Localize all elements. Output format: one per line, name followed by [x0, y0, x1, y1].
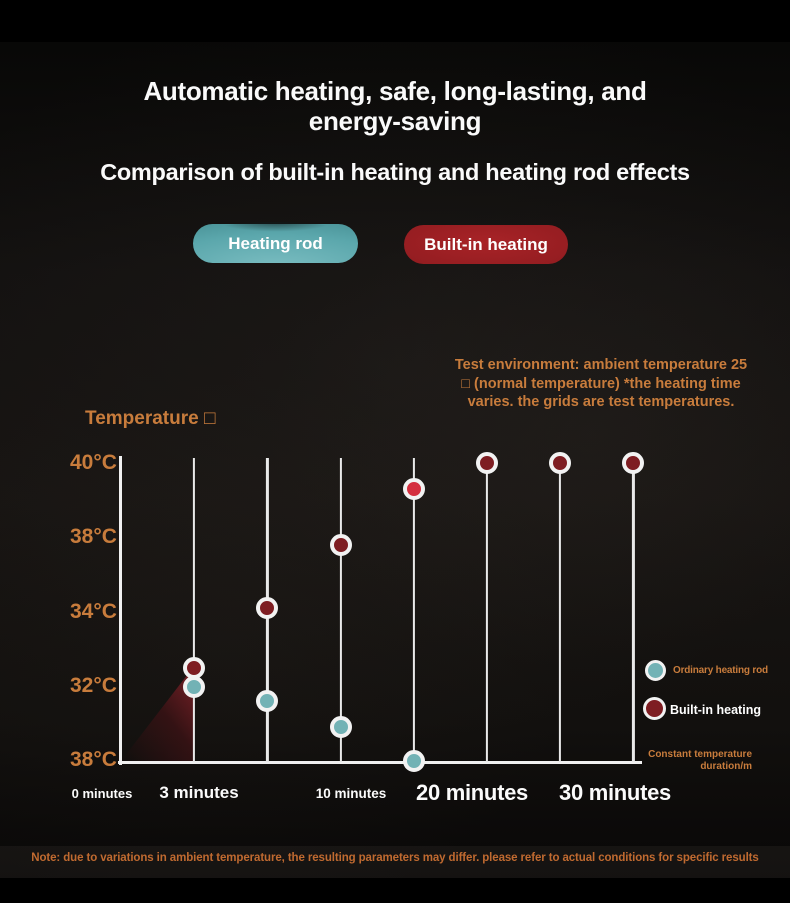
y-axis-line [119, 456, 122, 765]
gridline-20min [485, 458, 489, 762]
note-strip [0, 846, 790, 878]
y-axis-title: Temperature □ [85, 408, 216, 429]
built-in-heating-button-label: Built-in heating [424, 234, 548, 254]
x-tick-3min: 3 minutes [159, 783, 239, 802]
page-title-line1: Automatic heating, safe, long-lasting, a… [143, 76, 647, 106]
data-point-built-in-heating-3min [183, 656, 206, 679]
bottom-black-band [0, 878, 790, 903]
legend-dot-ordinary-heating-rod [645, 660, 666, 681]
x-axis-title-line1: Constant temperature [648, 749, 752, 760]
gridline-25min [559, 458, 562, 762]
x-axis-title: Constant temperature duration/m [614, 749, 752, 772]
data-point-built-in-heating-20min [476, 452, 498, 474]
y-tick-32: 32°C [70, 674, 117, 697]
gridline-30min [632, 458, 635, 762]
data-point-built-in-heating-30min [622, 452, 645, 474]
data-point-built-in-heating-5min [256, 597, 279, 620]
legend-label-built-in-heating: Built-in heating [670, 703, 761, 717]
data-point-ordinary-heating-rod-10min [329, 716, 352, 739]
x-tick-0min: 0 minutes [71, 786, 133, 801]
gridline-10min [339, 458, 342, 762]
page-title-line2: energy-saving [308, 106, 482, 136]
data-point-ordinary-heating-rod-15min [402, 750, 425, 772]
x-axis-title-line2: duration/m [700, 760, 752, 772]
legend-dot-built-in-heating [643, 697, 666, 720]
y-tick-38: 38°C [70, 525, 117, 548]
data-point-built-in-heating-10min [329, 533, 352, 556]
built-in-heating-button[interactable]: Built-in heating [404, 225, 568, 264]
test-environment-annotation: Test environment: ambient temperature 25… [454, 357, 748, 410]
x-tick-20min: 20 minutes [416, 780, 528, 805]
heating-rod-button[interactable]: Heating rod [193, 222, 358, 263]
page-subtitle: Comparison of built-in heating and heati… [100, 159, 690, 185]
x-tick-10min: 10 minutes [315, 786, 387, 801]
y-tick-40: 40°C [70, 451, 117, 474]
footer-note: Note: due to variations in ambient tempe… [31, 852, 759, 864]
data-point-built-in-heating-25min [549, 452, 572, 474]
top-black-band [0, 0, 790, 42]
page-title: Automatic heating, safe, long-lasting, a… [0, 76, 790, 136]
y-tick-34: 34°C [70, 600, 117, 623]
heating-rod-button-label: Heating rod [228, 233, 323, 253]
x-axis-line [118, 761, 642, 764]
legend-label-ordinary-heating-rod: Ordinary heating rod [673, 665, 768, 676]
data-point-ordinary-heating-rod-5min [256, 690, 279, 713]
y-tick-28: 38°C [70, 748, 117, 771]
gridline-3min [193, 458, 196, 762]
data-point-built-in-heating-15min [402, 478, 425, 501]
x-tick-30min: 30 minutes [559, 780, 671, 805]
gridline-15min [412, 458, 415, 762]
